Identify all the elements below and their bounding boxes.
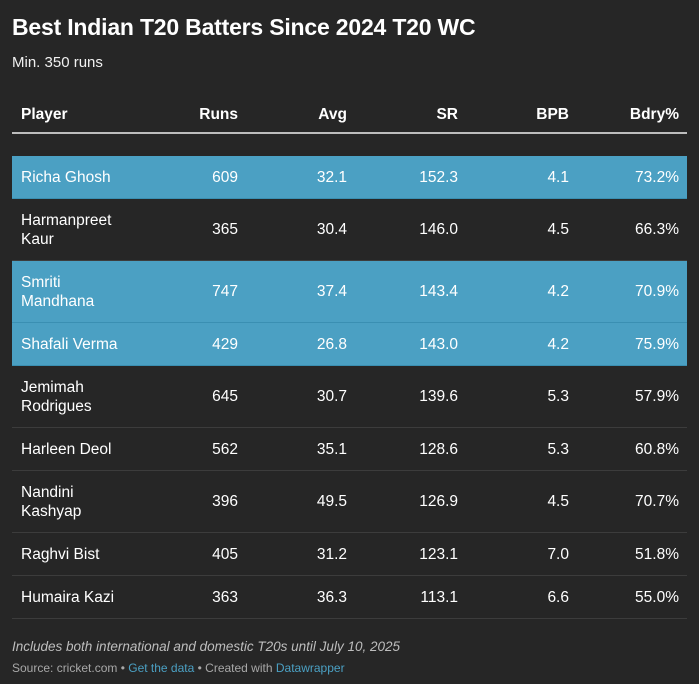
table-row: Richa Ghosh 609 32.1 152.3 4.1 73.2% <box>12 156 687 199</box>
created-with-text: • Created with <box>194 661 276 675</box>
avg-cell: 37.4 <box>238 260 347 323</box>
bpb-cell: 5.3 <box>458 427 569 471</box>
sr-cell: 113.1 <box>347 575 458 619</box>
bpb-cell: 4.5 <box>458 198 569 261</box>
column-header-bdry[interactable]: Bdry% <box>569 98 687 134</box>
sr-cell: 126.9 <box>347 470 458 533</box>
avg-cell: 35.1 <box>238 427 347 471</box>
avg-cell: 30.4 <box>238 198 347 261</box>
player-cell: Nandini Kashyap <box>12 470 165 533</box>
table-row: Harleen Deol 562 35.1 128.6 5.3 60.8% <box>12 427 687 471</box>
player-cell: Smriti Mandhana <box>12 260 165 323</box>
bpb-cell: 7.0 <box>458 532 569 576</box>
column-header-player[interactable]: Player <box>12 98 165 134</box>
get-data-link[interactable]: Get the data <box>128 661 195 675</box>
bdry-cell: 70.9% <box>569 260 687 323</box>
bdry-cell: 70.7% <box>569 470 687 533</box>
player-cell: Harmanpreet Kaur <box>12 198 165 261</box>
runs-cell: 747 <box>165 260 238 323</box>
runs-cell: 396 <box>165 470 238 533</box>
bdry-cell: 75.9% <box>569 322 687 366</box>
chart-title: Best Indian T20 Batters Since 2024 T20 W… <box>12 14 476 40</box>
datawrapper-link[interactable]: Datawrapper <box>275 661 345 675</box>
stats-table-container: Player Runs Avg SR BPB Bdry% Richa Ghosh… <box>12 98 687 619</box>
bdry-cell: 57.9% <box>569 365 687 428</box>
avg-cell: 32.1 <box>238 156 347 199</box>
column-header-avg[interactable]: Avg <box>238 98 347 134</box>
table-row: Nandini Kashyap 396 49.5 126.9 4.5 70.7% <box>12 470 687 533</box>
bpb-cell: 4.5 <box>458 470 569 533</box>
runs-cell: 363 <box>165 575 238 619</box>
avg-cell: 49.5 <box>238 470 347 533</box>
sr-cell: 128.6 <box>347 427 458 471</box>
player-cell: Jemimah Rodrigues <box>12 365 165 428</box>
footnote: Includes both international and domestic… <box>12 639 400 654</box>
sr-cell: 146.0 <box>347 198 458 261</box>
bpb-cell: 4.2 <box>458 322 569 366</box>
runs-cell: 429 <box>165 322 238 366</box>
sr-cell: 152.3 <box>347 156 458 199</box>
table-row: Harmanpreet Kaur 365 30.4 146.0 4.5 66.3% <box>12 198 687 261</box>
avg-cell: 36.3 <box>238 575 347 619</box>
avg-cell: 26.8 <box>238 322 347 366</box>
avg-cell: 31.2 <box>238 532 347 576</box>
player-cell: Shafali Verma <box>12 322 165 366</box>
runs-cell: 562 <box>165 427 238 471</box>
column-header-sr[interactable]: SR <box>347 98 458 134</box>
runs-cell: 609 <box>165 156 238 199</box>
runs-cell: 365 <box>165 198 238 261</box>
header-row: Player Runs Avg SR BPB Bdry% <box>12 98 687 134</box>
sr-cell: 143.0 <box>347 322 458 366</box>
bdry-cell: 55.0% <box>569 575 687 619</box>
column-header-runs[interactable]: Runs <box>165 98 238 134</box>
table-row: Humaira Kazi 363 36.3 113.1 6.6 55.0% <box>12 575 687 619</box>
bpb-cell: 5.3 <box>458 365 569 428</box>
table-row: Smriti Mandhana 747 37.4 143.4 4.2 70.9% <box>12 260 687 323</box>
player-cell: Harleen Deol <box>12 427 165 471</box>
source-text: Source: cricket.com • <box>12 661 129 675</box>
bpb-cell: 4.2 <box>458 260 569 323</box>
bpb-cell: 6.6 <box>458 575 569 619</box>
chart-subtitle: Min. 350 runs <box>12 54 103 71</box>
table-row: Shafali Verma 429 26.8 143.0 4.2 75.9% <box>12 322 687 366</box>
sr-cell: 139.6 <box>347 365 458 428</box>
stats-table: Player Runs Avg SR BPB Bdry% Richa Ghosh… <box>12 98 687 619</box>
bpb-cell: 4.1 <box>458 156 569 199</box>
player-cell: Raghvi Bist <box>12 532 165 576</box>
source-line: Source: cricket.com • Get the data • Cre… <box>12 661 345 675</box>
bdry-cell: 66.3% <box>569 198 687 261</box>
table-row: Jemimah Rodrigues 645 30.7 139.6 5.3 57.9% <box>12 365 687 428</box>
avg-cell: 30.7 <box>238 365 347 428</box>
table-row: Raghvi Bist 405 31.2 123.1 7.0 51.8% <box>12 532 687 576</box>
bdry-cell: 60.8% <box>569 427 687 471</box>
player-cell: Humaira Kazi <box>12 575 165 619</box>
player-cell: Richa Ghosh <box>12 156 165 199</box>
column-header-bpb[interactable]: BPB <box>458 98 569 134</box>
runs-cell: 405 <box>165 532 238 576</box>
bdry-cell: 51.8% <box>569 532 687 576</box>
bdry-cell: 73.2% <box>569 156 687 199</box>
runs-cell: 645 <box>165 365 238 428</box>
sr-cell: 123.1 <box>347 532 458 576</box>
header-spacer <box>12 133 687 156</box>
sr-cell: 143.4 <box>347 260 458 323</box>
